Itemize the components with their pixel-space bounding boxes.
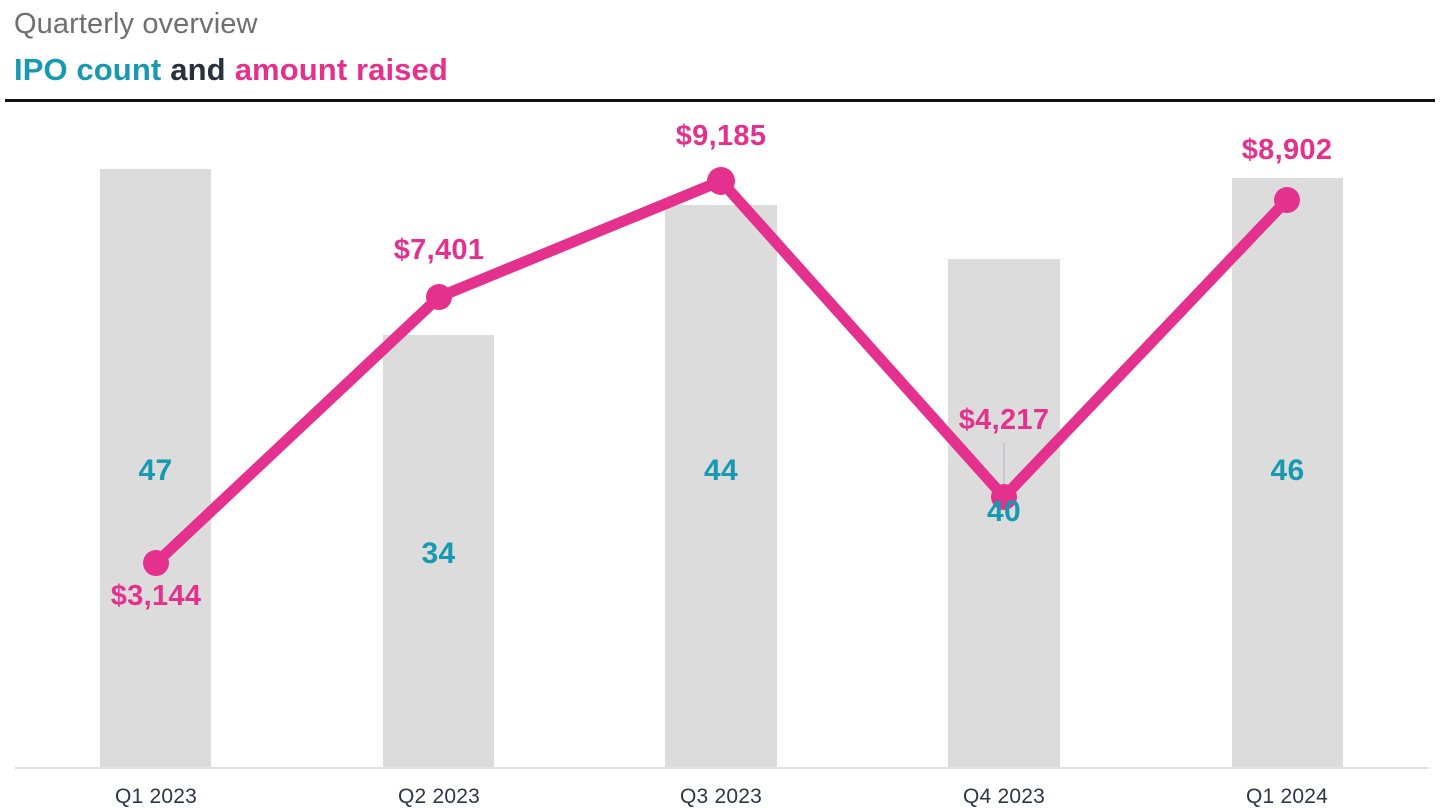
data-point-q2-2023 xyxy=(426,284,452,310)
data-point-q1-2024 xyxy=(1274,187,1300,213)
point-label-q2-2023: $7,401 xyxy=(393,234,485,266)
point-label-q4-2023: $4,217 xyxy=(958,404,1050,436)
line-path xyxy=(150,175,1293,569)
bar-q1-2023 xyxy=(100,169,211,767)
bar-value-q2-2023: 34 xyxy=(421,537,456,570)
chart-plot-area: 47 34 44 40 46 $3,144 $7,401 $9,185 $4,2… xyxy=(0,104,1440,808)
page-title: IPO count and amount raised xyxy=(14,52,448,88)
title-segment-amount-raised: amount raised xyxy=(234,52,448,87)
bar-q3-2023 xyxy=(665,205,777,767)
data-point-q3-2023 xyxy=(707,167,735,195)
point-label-q1-2024: $8,902 xyxy=(1241,134,1333,166)
x-tick-label-q2-2023: Q2 2023 xyxy=(398,785,480,808)
x-tick-label-q3-2023: Q3 2023 xyxy=(680,785,762,808)
x-tick-label-q1-2023: Q1 2023 xyxy=(115,785,197,808)
chart-header: Quarterly overview IPO count and amount ra… xyxy=(0,0,1440,104)
bar-value-q1-2024: 46 xyxy=(1270,454,1305,487)
bar-value-q1-2023: 47 xyxy=(138,454,173,487)
x-tick-label-q4-2023: Q4 2023 xyxy=(963,785,1045,808)
bar-q1-2024 xyxy=(1232,178,1343,767)
bar-value-q4-2023: 40 xyxy=(987,495,1021,528)
bar-value-q3-2023: 44 xyxy=(704,454,738,487)
bar-q2-2023 xyxy=(383,335,494,767)
point-label-q1-2023: $3,144 xyxy=(110,580,202,612)
data-point-q1-2023 xyxy=(143,550,169,576)
amount-raised-line-series xyxy=(143,167,1300,576)
leader-line-q4-2023 xyxy=(1003,443,1005,497)
title-segment-and: and xyxy=(170,52,226,87)
x-tick-label-q1-2024: Q1 2024 xyxy=(1246,785,1328,808)
header-divider xyxy=(5,99,1435,102)
bar-q4-2023 xyxy=(948,259,1060,767)
x-axis-line xyxy=(15,767,1429,769)
data-point-q4-2023 xyxy=(991,484,1017,510)
point-label-q3-2023: $9,185 xyxy=(675,120,767,152)
title-segment-ipo-count: IPO count xyxy=(14,52,162,87)
kicker-text: Quarterly overview xyxy=(14,8,258,40)
